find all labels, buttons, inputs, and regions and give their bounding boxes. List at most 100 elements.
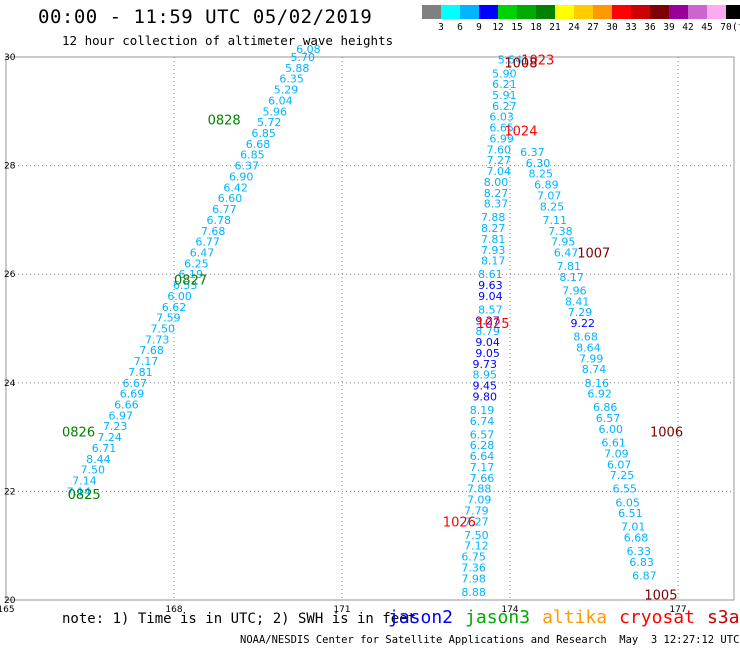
colorbar-swatch bbox=[612, 5, 631, 19]
wave-height-value: 8.88 bbox=[461, 586, 486, 599]
wave-height-value: 6.77 bbox=[212, 203, 237, 216]
wave-height-value: 5.54 bbox=[498, 54, 523, 67]
wave-height-value: 6.89 bbox=[534, 179, 559, 192]
wave-height-value: 7.81 bbox=[481, 233, 506, 246]
wave-height-value: 6.67 bbox=[123, 377, 148, 390]
wave-height-value: 8.61 bbox=[478, 268, 503, 281]
wave-height-value: 7.95 bbox=[551, 236, 576, 249]
time-label: 0825 bbox=[68, 488, 101, 503]
wave-height-value: 5.70 bbox=[291, 51, 316, 64]
wave-height-value: 7.81 bbox=[557, 260, 582, 273]
wave-height-value: 7.07 bbox=[537, 189, 562, 202]
colorbar-label: 36 bbox=[644, 22, 656, 33]
wave-height-value: 6.30 bbox=[526, 157, 551, 170]
time-label: 1006 bbox=[650, 426, 683, 441]
colorbar-label: 70 bbox=[720, 22, 732, 33]
wave-height-value: 6.21 bbox=[492, 78, 517, 91]
wave-height-value: 9.22 bbox=[571, 317, 596, 330]
y-tick-label: 20 bbox=[4, 596, 16, 606]
wave-height-value: 9.45 bbox=[473, 380, 498, 393]
wave-height-value: 7.88 bbox=[467, 483, 492, 496]
wave-height-value: 7.98 bbox=[461, 572, 486, 585]
colorbar-swatch bbox=[460, 5, 479, 19]
wave-height-value: 7.14 bbox=[67, 485, 92, 498]
wave-height-value: 6.55 bbox=[613, 483, 638, 496]
colorbar-swatch bbox=[650, 5, 669, 19]
wave-height-value: 8.79 bbox=[475, 325, 500, 338]
satellite-legend-item: cryosat bbox=[619, 607, 695, 628]
colorbar-label: 18 bbox=[530, 22, 542, 33]
note-text: note: 1) Time is in UTC; 2) SWH is in fe… bbox=[62, 611, 417, 627]
time-label: 0827 bbox=[174, 274, 207, 289]
wave-height-value: 7.36 bbox=[461, 561, 486, 574]
wave-height-value: 6.08 bbox=[296, 43, 321, 56]
wave-height-value: 9.27 bbox=[475, 314, 500, 327]
wave-height-value: 6.90 bbox=[229, 170, 254, 183]
colorbar-swatch bbox=[726, 5, 740, 19]
wave-height-value: 7.81 bbox=[128, 366, 153, 379]
x-tick-label: 165 bbox=[0, 605, 15, 615]
colorbar-swatch bbox=[479, 5, 498, 19]
wave-height-value: 7.60 bbox=[487, 143, 512, 156]
wave-height-value: 7.93 bbox=[481, 244, 506, 257]
time-label: 1026 bbox=[443, 515, 476, 530]
wave-height-value: 6.33 bbox=[627, 545, 652, 558]
wave-height-value: 6.83 bbox=[629, 556, 654, 569]
time-label: 0828 bbox=[208, 113, 241, 128]
page-subtitle: 12 hour collection of altimeter wave hei… bbox=[62, 33, 394, 48]
colorbar-label: 6 bbox=[457, 22, 463, 33]
time-label: 1008 bbox=[504, 56, 537, 71]
time-label: 1025 bbox=[476, 317, 509, 332]
time-label: 1005 bbox=[644, 589, 677, 604]
wave-height-value: 8.00 bbox=[484, 176, 509, 189]
time-label: 1007 bbox=[577, 246, 610, 261]
wave-height-value: 8.16 bbox=[585, 377, 610, 390]
wave-height-value: 6.74 bbox=[470, 415, 495, 428]
colorbar-unit: (ft) bbox=[732, 22, 740, 33]
wave-height-value: 8.95 bbox=[473, 369, 498, 382]
wave-height-value: 7.09 bbox=[467, 494, 492, 507]
wave-height-value: 6.64 bbox=[470, 450, 495, 463]
colorbar-label: 42 bbox=[682, 22, 694, 33]
satellite-legend-item: jason2 bbox=[388, 607, 454, 628]
wave-height-value: 8.68 bbox=[573, 331, 598, 344]
wave-height-value: 6.27 bbox=[492, 100, 517, 113]
wave-height-value: 7.11 bbox=[543, 214, 568, 227]
wave-height-value: 8.25 bbox=[529, 168, 554, 181]
wave-height-value: 6.03 bbox=[489, 111, 514, 124]
wave-height-value: 7.50 bbox=[151, 323, 176, 336]
colorbar-swatch bbox=[631, 5, 650, 19]
colorbar-label: 15 bbox=[511, 22, 523, 33]
wave-height-value: 6.75 bbox=[461, 551, 486, 564]
wave-height-value: 7.88 bbox=[481, 211, 506, 224]
colorbar-label: 45 bbox=[701, 22, 713, 33]
wave-height-value: 6.28 bbox=[470, 439, 495, 452]
colorbar-label: 27 bbox=[587, 22, 599, 33]
wave-height-value: 6.65 bbox=[489, 122, 514, 135]
y-tick-label: 26 bbox=[4, 270, 16, 280]
wave-height-value: 8.74 bbox=[582, 363, 607, 376]
colorbar-swatch bbox=[593, 5, 612, 19]
wave-height-value: 9.73 bbox=[473, 358, 498, 371]
wave-height-value: 6.51 bbox=[618, 507, 643, 520]
y-tick-label: 22 bbox=[4, 487, 15, 497]
satellite-legend-item: altika bbox=[542, 607, 608, 628]
wave-height-value: 8.27 bbox=[481, 222, 506, 235]
colorbar-label: 21 bbox=[549, 22, 561, 33]
wave-height-value: 7.17 bbox=[470, 461, 495, 474]
wave-height-value: 5.29 bbox=[274, 84, 299, 97]
wave-height-value: 5.72 bbox=[257, 116, 282, 129]
wave-height-value: 7.01 bbox=[621, 521, 646, 534]
wave-height-value: 7.24 bbox=[97, 431, 122, 444]
wave-height-value: 8.64 bbox=[576, 342, 601, 355]
y-tick-label: 28 bbox=[4, 162, 16, 172]
wave-height-value: 6.85 bbox=[240, 149, 265, 162]
wave-height-value: 6.87 bbox=[632, 570, 657, 583]
colorbar-swatch bbox=[422, 5, 441, 19]
wave-height-value: 9.04 bbox=[475, 336, 500, 349]
wave-height-value: 6.69 bbox=[120, 388, 145, 401]
wave-height-value: 6.86 bbox=[593, 401, 618, 414]
wave-height-value: 8.57 bbox=[478, 303, 503, 316]
wave-height-value: 7.66 bbox=[470, 472, 495, 485]
